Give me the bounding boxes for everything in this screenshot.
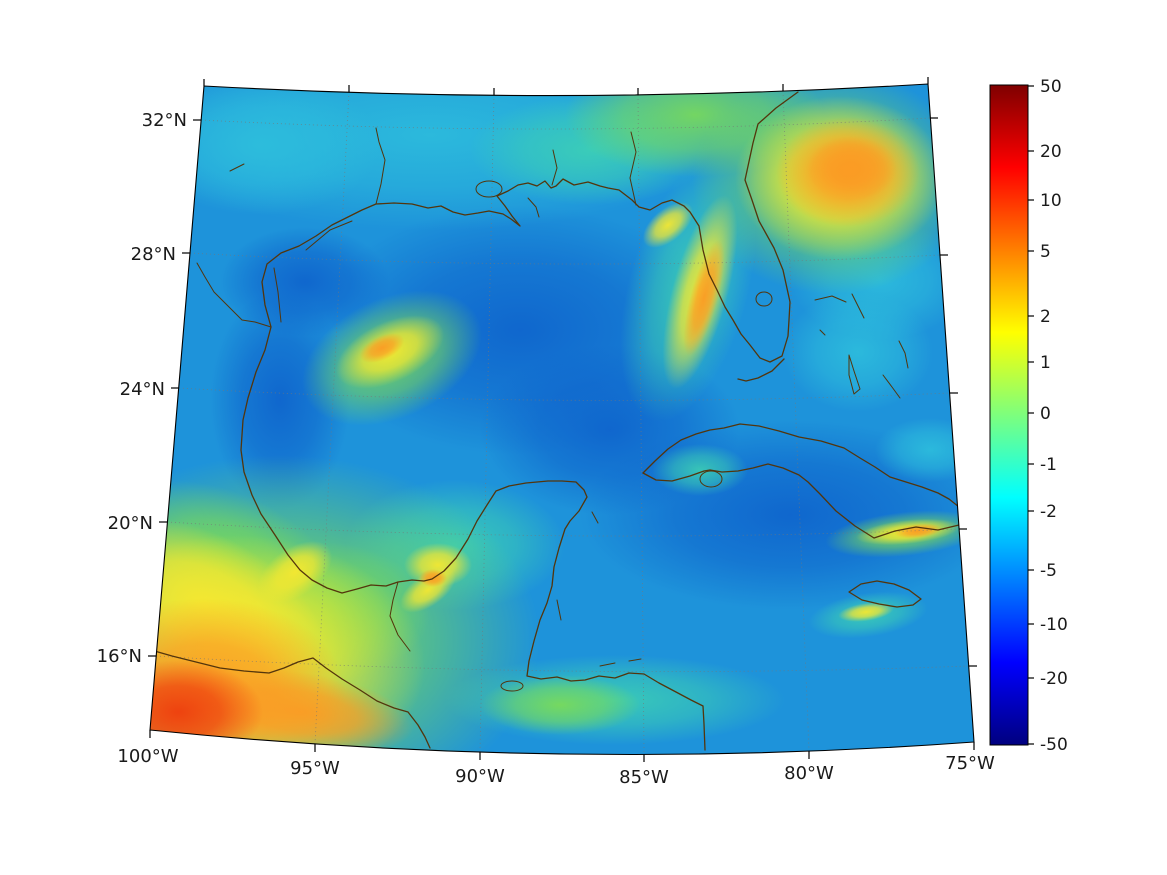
jamaica [848,580,922,608]
lat-label: 32°N [142,110,187,131]
isla-de-la-juventud [699,470,723,488]
colorbar: 50 20 10 5 2 1 0 -1 -2 -5 -10 -20 -50 [989,77,1068,755]
lat-label: 16°N [97,646,142,667]
colorbar-tick-label: -20 [1040,669,1068,689]
colorbar-ticks [1028,85,1034,745]
coastlines [150,91,960,751]
heatmap-field [150,84,974,755]
lon-label: 75°W [945,753,995,774]
colorbar-tick-label: 2 [1040,307,1051,327]
lon-label: 85°W [619,767,669,788]
colorbar-gradient [989,84,1029,746]
bahamas-islands [814,293,909,399]
lat-label: 28°N [131,244,176,265]
lat-label: 20°N [108,513,153,534]
florida-keys [737,358,785,382]
rivers-and-lakes [196,127,773,692]
colorbar-tick-label: 20 [1040,142,1062,162]
pacific-coast [150,649,431,749]
colorbar-tick-label: -10 [1040,615,1068,635]
cuba-south-coast [642,463,960,539]
axis-ticks [148,77,977,762]
colorbar-tick-labels: 50 20 10 5 2 1 0 -1 -2 -5 -10 -20 -50 [1040,77,1068,755]
longitude-labels: 100°W 95°W 90°W 85°W 80°W 75°W [117,746,995,788]
colorbar-tick-label: -50 [1040,735,1068,755]
colorbar-tick-label: -5 [1040,561,1057,581]
colorbar-tick-label: 0 [1040,404,1051,424]
colorbar-tick-label: 10 [1040,191,1062,211]
colorbar-tick-label: -1 [1040,455,1057,475]
gulf-coast-mainland [240,91,799,751]
latitude-labels: 32°N 28°N 24°N 20°N 16°N [97,110,187,667]
cuba-north-coast [642,423,960,508]
lon-label: 90°W [455,766,505,787]
map-boundary [149,83,975,756]
colorbar-tick-label: -2 [1040,502,1057,522]
lon-label: 80°W [784,763,834,784]
colorbar-tick-label: 1 [1040,353,1051,373]
colorbar-tick-label: 50 [1040,77,1062,97]
lat-label: 24°N [120,379,165,400]
lon-label: 100°W [117,746,178,767]
lon-label: 95°W [290,758,340,779]
colorbar-tick-label: 5 [1040,242,1051,262]
